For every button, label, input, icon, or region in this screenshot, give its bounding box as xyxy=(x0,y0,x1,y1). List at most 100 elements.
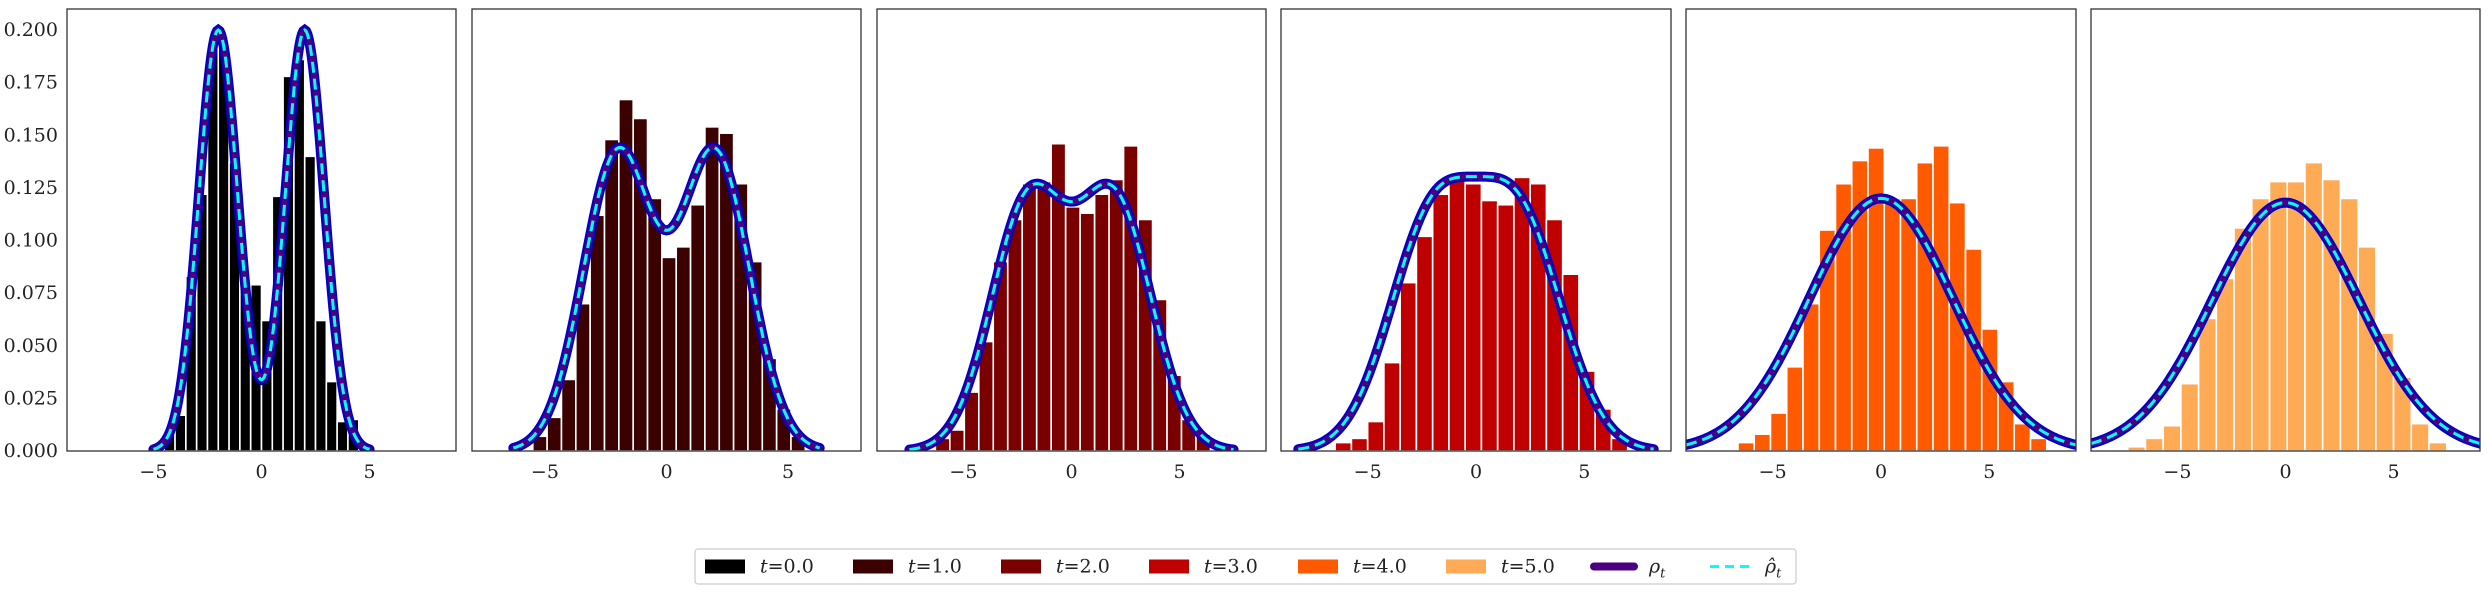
legend-label: t=4.0 xyxy=(1353,556,1407,578)
histogram-bar xyxy=(1496,203,1515,451)
histogram-bar xyxy=(1448,176,1466,451)
x-tick-label: 0 xyxy=(1470,461,1482,483)
subplot-t0.0: −5 0 5 0.000 0.025 0.050 0.075 0.100 0.125 0.150 0… xyxy=(4,8,457,483)
estimated-density-curve xyxy=(909,182,1234,451)
histogram-bar xyxy=(1753,433,1772,451)
histogram-bar xyxy=(589,214,606,451)
axes-frame xyxy=(876,8,1267,452)
legend-entry: ρ̂t xyxy=(1710,556,1782,582)
x-tick-label: 5 xyxy=(1983,461,1995,483)
legend-entry: t=1.0 xyxy=(853,556,962,578)
histogram-bar xyxy=(704,126,721,451)
x-tick-label: 0 xyxy=(1065,461,1077,483)
histogram-bar xyxy=(1737,441,1756,451)
legend-swatch xyxy=(1149,559,1189,574)
y-tick-label: 0.125 xyxy=(4,177,58,199)
histogram-bar xyxy=(325,380,338,451)
plot-area xyxy=(904,142,1239,451)
histogram-bar xyxy=(2144,437,2164,451)
legend-label: t=3.0 xyxy=(1204,556,1258,578)
axes-frame xyxy=(2090,8,2481,452)
histogram-bar xyxy=(1035,180,1052,451)
y-tick-label: 0.025 xyxy=(4,387,58,409)
histogram-bar xyxy=(1122,145,1139,451)
legend-label: ρ̂t xyxy=(1764,556,1782,582)
x-tick-label: −5 xyxy=(949,461,977,483)
legend-entry: t=5.0 xyxy=(1446,556,1555,578)
histogram-bar xyxy=(1883,197,1902,451)
histogram-bar xyxy=(1064,206,1081,451)
x-tick-label: 5 xyxy=(1578,461,1590,483)
x-tick-label: −5 xyxy=(1759,461,1787,483)
histogram-bar xyxy=(1899,197,1918,451)
legend-swatch xyxy=(853,559,893,574)
estimated-density-curve xyxy=(152,28,371,451)
estimated-density-curve xyxy=(512,145,821,450)
histogram-bar xyxy=(560,378,577,451)
axes-frame xyxy=(1280,8,1672,452)
x-tick-label: −5 xyxy=(2163,461,2191,483)
axes-frame xyxy=(1685,8,2077,452)
axes-frame xyxy=(471,8,862,452)
x-tick-label: 0 xyxy=(2279,461,2291,483)
plot-area xyxy=(508,98,825,451)
histogram-bar xyxy=(1079,212,1096,451)
histogram-bar xyxy=(1915,161,1934,451)
histogram-bar xyxy=(2268,180,2289,451)
y-tick-label: 0.050 xyxy=(4,335,58,357)
histogram-bar xyxy=(1093,193,1110,451)
plot-area xyxy=(148,23,375,451)
subplot-grid: −5 0 5 0.000 0.025 0.050 0.075 0.100 0.125 0.150 0… xyxy=(4,8,2481,483)
histogram-bar xyxy=(2286,180,2306,451)
estimated-density-curve xyxy=(1686,196,2076,447)
subplot-t3.0: −5 0 5 xyxy=(1280,8,1672,483)
histogram-bar xyxy=(603,138,620,451)
y-tick-label: 0.000 xyxy=(4,440,58,462)
legend-entry: t=4.0 xyxy=(1298,556,1407,578)
subplot-t4.0: −5 0 5 xyxy=(1685,8,2077,483)
x-tick-label: 0 xyxy=(255,461,267,483)
legend-swatch xyxy=(705,559,745,574)
histogram-bar xyxy=(646,197,663,451)
y-tick-label: 0.175 xyxy=(4,72,58,94)
histogram-bar xyxy=(1769,412,1788,451)
legend-entry: t=2.0 xyxy=(1001,556,1110,578)
plot-area xyxy=(1686,145,2076,451)
y-tick-label: 0.100 xyxy=(4,230,58,252)
legend-label: t=5.0 xyxy=(1501,556,1555,578)
x-tick-label: 0 xyxy=(660,461,672,483)
histogram-bar xyxy=(1006,218,1024,451)
histogram-bar xyxy=(2180,382,2200,451)
legend-swatch xyxy=(1001,559,1041,574)
histogram-bar xyxy=(1350,437,1369,451)
histogram-bar xyxy=(303,155,317,451)
histogram-bar xyxy=(2339,197,2359,451)
plot-area xyxy=(1293,171,1659,451)
y-tick-label: 0.075 xyxy=(4,282,58,304)
x-tick-label: 5 xyxy=(782,461,794,483)
legend-label: t=2.0 xyxy=(1056,556,1110,578)
legend-entry: t=3.0 xyxy=(1149,556,1258,578)
x-tick-label: 0 xyxy=(1875,461,1887,483)
histogram-bar xyxy=(1366,420,1385,451)
x-tick-label: −5 xyxy=(531,461,559,483)
histogram-bar xyxy=(546,416,563,451)
histogram-bar xyxy=(1399,281,1418,451)
legend-label: ρt xyxy=(1648,556,1666,582)
histogram-bar xyxy=(949,429,966,451)
histogram-bar xyxy=(2357,246,2377,451)
histogram-bar xyxy=(1431,193,1450,451)
histogram-bar xyxy=(689,203,706,451)
histogram-bar xyxy=(1867,147,1886,451)
subplot-t5.0: −5 0 5 xyxy=(2090,8,2481,483)
legend-frame xyxy=(694,548,1797,585)
estimated-density-curve xyxy=(1298,175,1654,451)
subplot-t2.0: −5 0 5 xyxy=(876,8,1267,483)
legend-label: t=1.0 xyxy=(908,556,962,578)
histogram-bar xyxy=(1480,199,1499,451)
histogram-bar xyxy=(1021,182,1038,451)
histogram-bar xyxy=(2304,161,2324,451)
histogram-bar xyxy=(1464,182,1483,451)
true-density-curve xyxy=(2091,199,2480,447)
legend-label: t=0.0 xyxy=(760,556,814,578)
